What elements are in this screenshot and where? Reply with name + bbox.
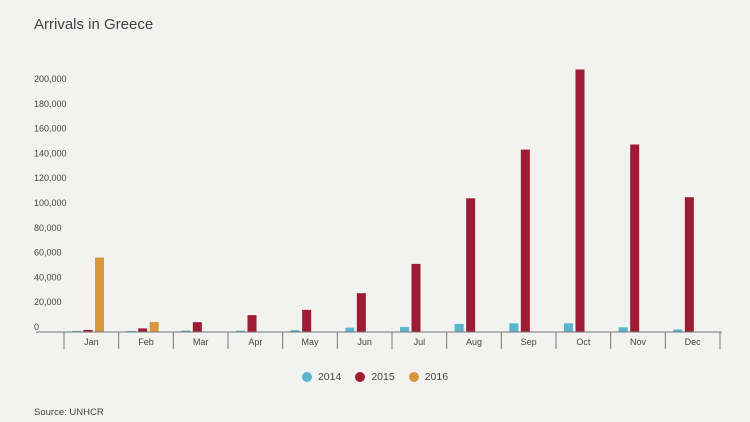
- y-tick-label: 120,000: [34, 173, 67, 183]
- y-tick-label: 100,000: [34, 198, 67, 208]
- bar-2014-dec: [673, 329, 683, 332]
- chart-title: Arrivals in Greece: [34, 16, 154, 33]
- legend-item-2014: 2014: [301, 371, 342, 383]
- bar-2014-jan: [72, 330, 81, 332]
- bar-2015-jan: [83, 329, 93, 332]
- x-tick-label: Jun: [357, 337, 372, 347]
- bar-2014-apr: [236, 330, 245, 332]
- x-tick-label: Mar: [193, 337, 209, 347]
- bar-2015-feb: [138, 328, 148, 332]
- x-tick-label: Feb: [138, 337, 154, 347]
- legend-item-2015: 2015: [355, 371, 395, 383]
- bar-2014-mar: [181, 330, 191, 332]
- x-tick-label: Jan: [84, 337, 99, 347]
- bar-2015-jun: [356, 293, 366, 332]
- legend-item-2016: 2016: [408, 371, 449, 383]
- legend: 2014 2015 2016: [0, 371, 750, 383]
- y-tick-label: 180,000: [34, 99, 67, 109]
- bar-2014-aug: [454, 323, 464, 332]
- y-tick-label: 20,000: [34, 297, 62, 307]
- x-tick-label: May: [301, 337, 319, 347]
- x-tick-label: Dec: [685, 337, 702, 347]
- y-tick-label: 60,000: [34, 248, 62, 258]
- bar-2015-may: [302, 309, 312, 332]
- source-note: Source: UNHCR: [34, 407, 104, 418]
- x-tick-label: Sep: [521, 337, 537, 347]
- bar-2015-nov: [630, 144, 640, 332]
- x-tick-label: Apr: [248, 337, 262, 347]
- bar-2014-may: [290, 330, 300, 332]
- x-tick-label: Oct: [576, 337, 591, 347]
- legend-label: 2015: [371, 371, 395, 383]
- bar-2014-jul: [400, 327, 409, 332]
- bar-2015-dec: [684, 197, 694, 332]
- bar-2016-feb: [149, 322, 159, 332]
- bar-2014-jun: [345, 327, 355, 332]
- bar-2015-sep: [520, 149, 530, 332]
- x-tick-label: Aug: [466, 337, 482, 347]
- bar-2015-oct: [575, 69, 585, 332]
- y-tick-label: 40,000: [34, 272, 62, 282]
- y-tick-label: 160,000: [34, 124, 67, 134]
- legend-label: 2016: [424, 371, 449, 383]
- legend-label: 2014: [317, 371, 342, 383]
- y-tick-label: 200,000: [34, 74, 67, 84]
- bar-2015-jul: [411, 263, 421, 332]
- bar-2015-mar: [192, 322, 202, 332]
- bar-2015-apr: [247, 315, 257, 332]
- bar-2014-nov: [618, 327, 628, 332]
- bar-2014-sep: [509, 323, 519, 332]
- bar-chart: 0 20,000 40,000 60,000 80,000 100,000 120,000 1…: [34, 69, 722, 349]
- y-tick-label: 0: [34, 322, 39, 332]
- y-tick-label: 140,000: [34, 148, 67, 158]
- bar-2014-oct: [564, 323, 573, 332]
- x-tick-label: Nov: [630, 337, 647, 347]
- bar-2015-aug: [466, 198, 476, 332]
- bar-2016-jan: [95, 257, 104, 332]
- legend-swatch: [301, 372, 312, 382]
- x-tick-label: Jul: [414, 337, 426, 347]
- y-tick-label: 80,000: [34, 223, 62, 233]
- legend-swatch: [408, 372, 419, 382]
- legend-swatch: [355, 372, 366, 382]
